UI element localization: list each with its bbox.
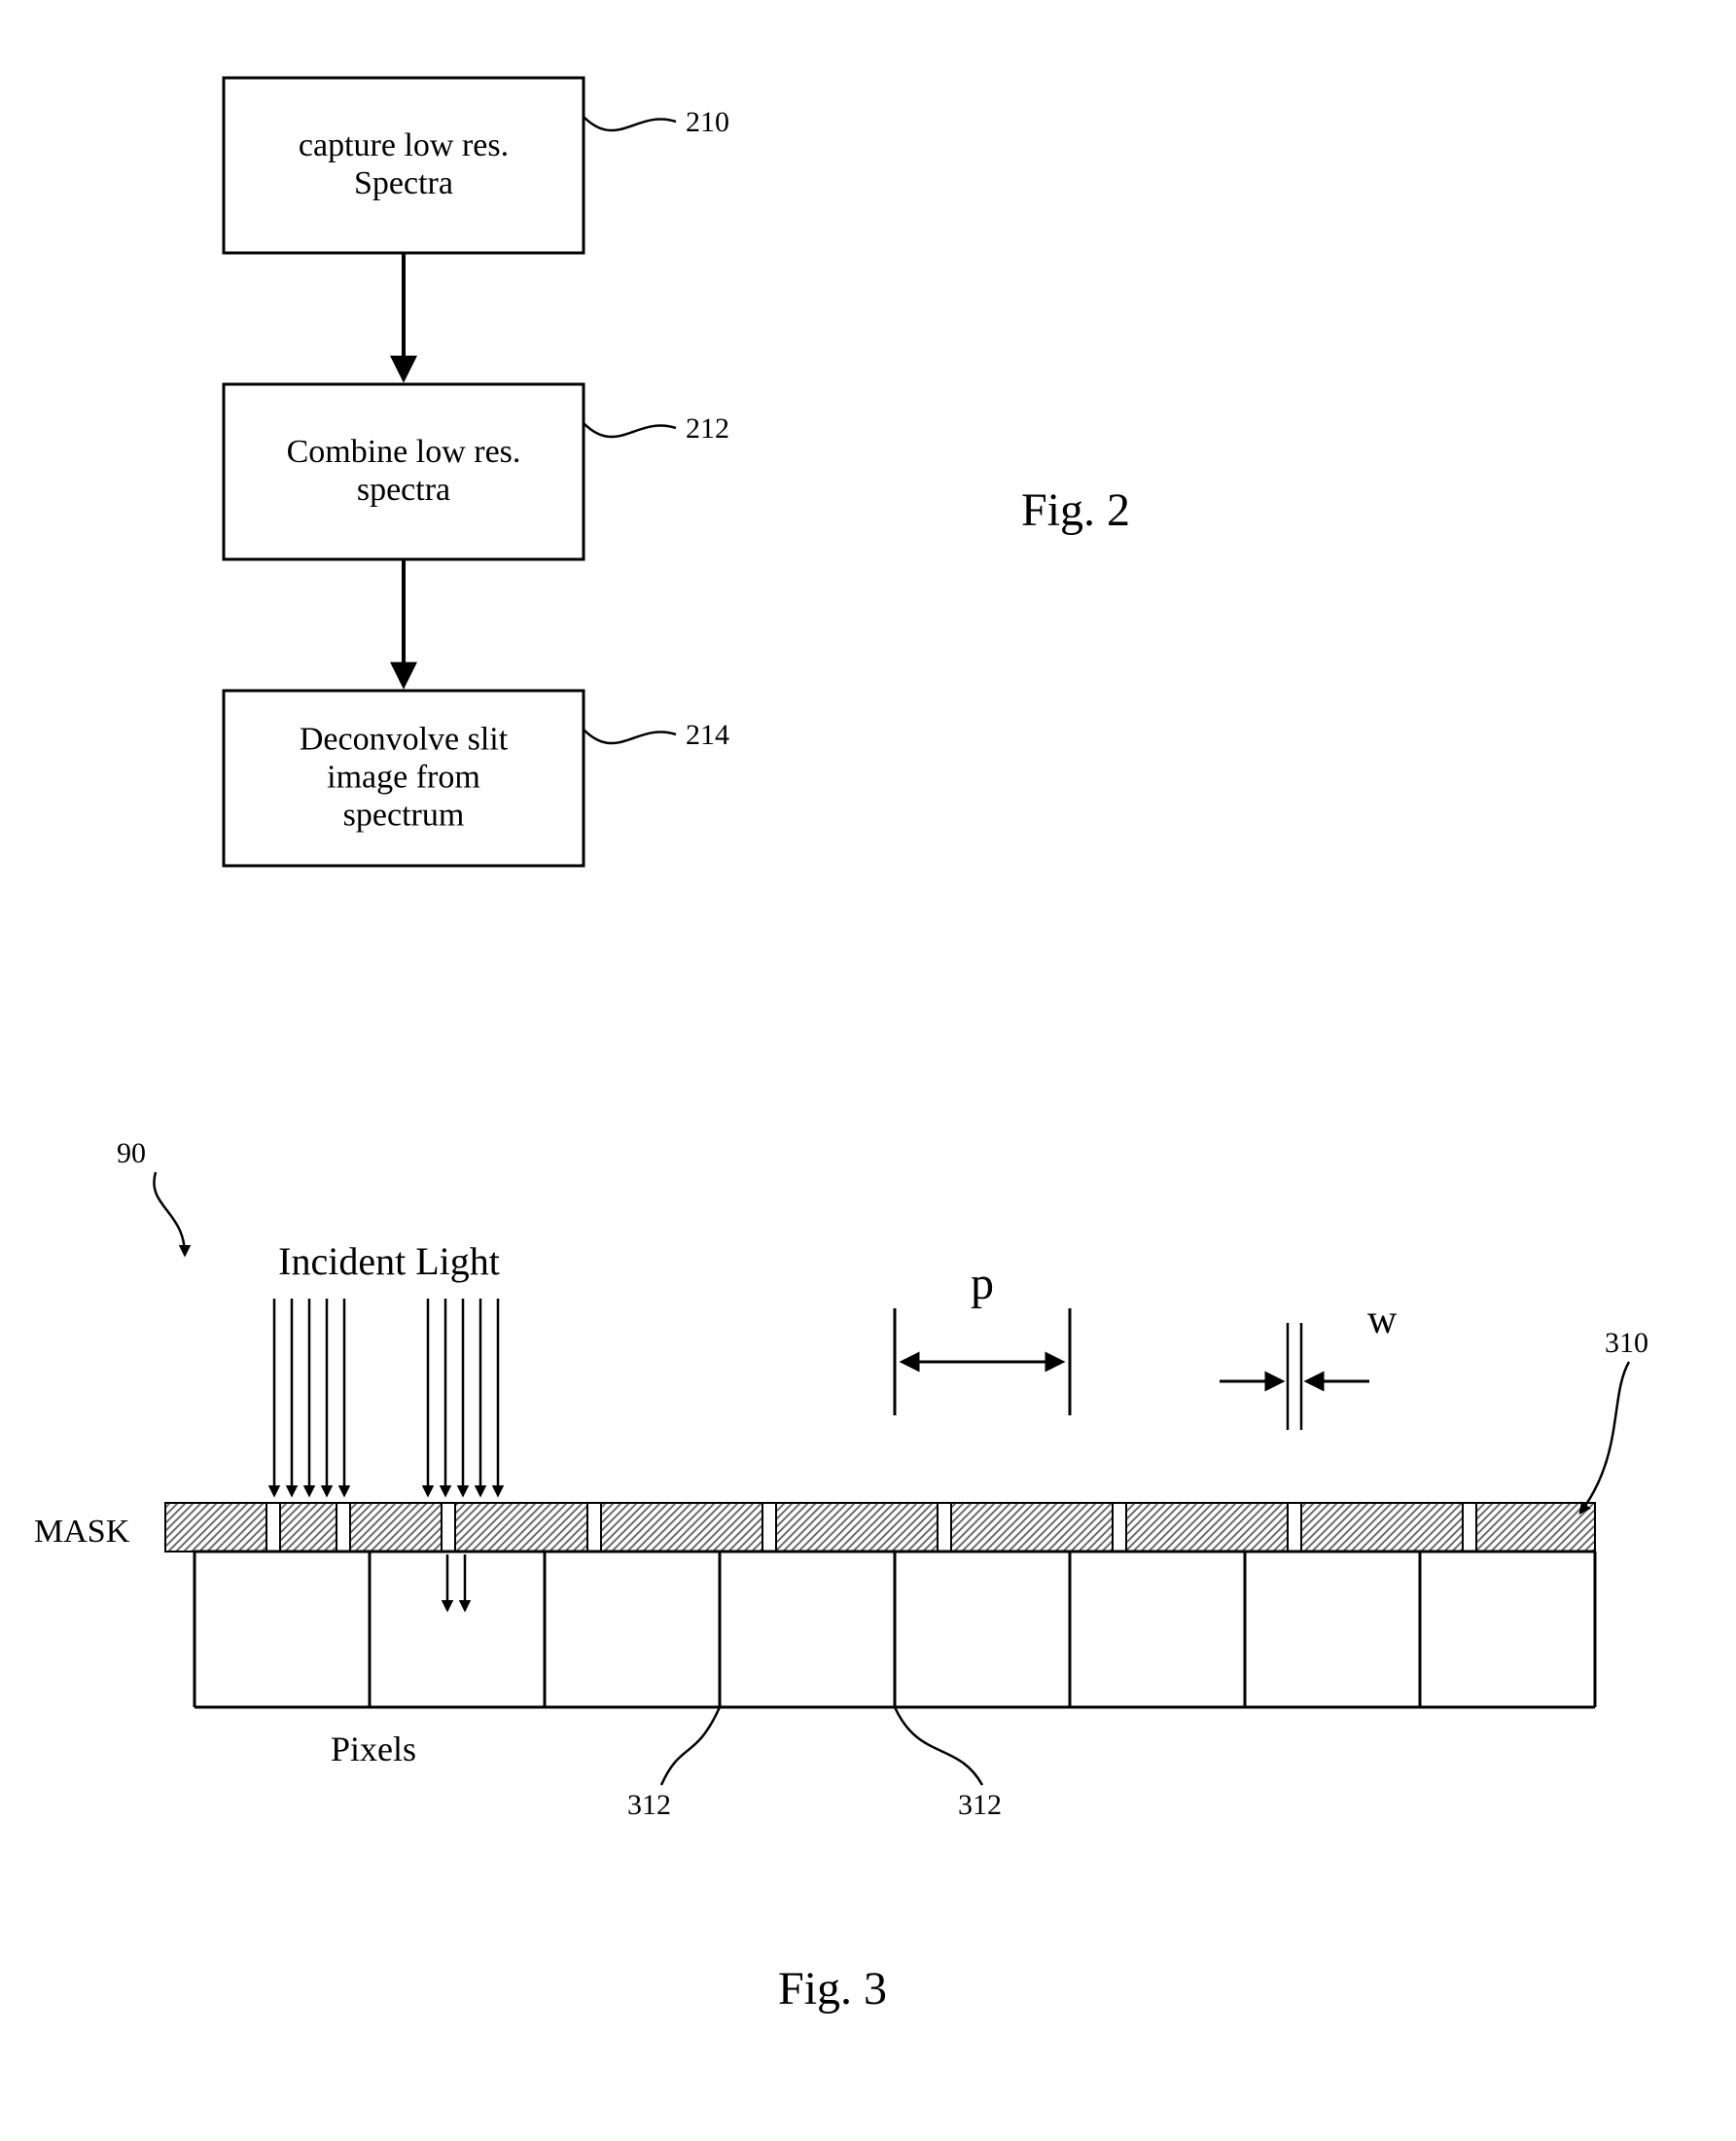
leader-line — [1580, 1362, 1629, 1513]
mask-slit — [266, 1503, 280, 1552]
flow-box-text: image from — [327, 759, 480, 795]
mask-strip — [165, 1503, 1595, 1552]
mask-slit — [1463, 1503, 1476, 1552]
mask-slit — [1288, 1503, 1301, 1552]
flow-box-text: capture low res. — [299, 127, 509, 163]
pixels-label: Pixels — [331, 1730, 416, 1768]
leader-line — [584, 117, 676, 130]
leader-line — [584, 730, 676, 743]
ref-number: 212 — [686, 412, 729, 445]
mask-slit — [337, 1503, 350, 1552]
flow-box-text: Spectra — [354, 165, 453, 201]
ref-number: 210 — [686, 106, 729, 138]
mask-slit — [938, 1503, 951, 1552]
flow-box-text: spectra — [357, 472, 450, 508]
mask-slit — [587, 1503, 601, 1552]
flow-box-text: Deconvolve slit — [300, 721, 509, 757]
ref-number: 214 — [686, 719, 729, 751]
fig2-label: Fig. 2 — [1021, 484, 1130, 536]
ref-number: 90 — [117, 1137, 146, 1169]
mask-slit — [762, 1503, 776, 1552]
leader-line — [584, 423, 676, 437]
leader-line — [895, 1707, 982, 1785]
ref-number: 312 — [958, 1789, 1002, 1821]
flow-box-text: Combine low res. — [287, 434, 521, 470]
flow-box-text: spectrum — [343, 797, 465, 833]
ref-number: 312 — [627, 1789, 671, 1821]
leader-line — [154, 1172, 185, 1255]
incident-light-label: Incident Light — [278, 1239, 500, 1283]
leader-line — [661, 1707, 720, 1785]
mask-label: MASK — [34, 1514, 130, 1550]
fig2-group: capture low res.Spectra 210 Combine low re… — [224, 78, 1130, 866]
mask-slit — [1113, 1503, 1126, 1552]
p-label: p — [971, 1258, 994, 1309]
fig3-label: Fig. 3 — [778, 1963, 887, 2015]
fig3-group: 90 Incident Light p w MASK Pixels 312 312 310 Fig… — [34, 1137, 1648, 2015]
ref-number: 310 — [1605, 1327, 1648, 1359]
w-label: w — [1367, 1298, 1398, 1342]
mask-slit — [442, 1503, 455, 1552]
